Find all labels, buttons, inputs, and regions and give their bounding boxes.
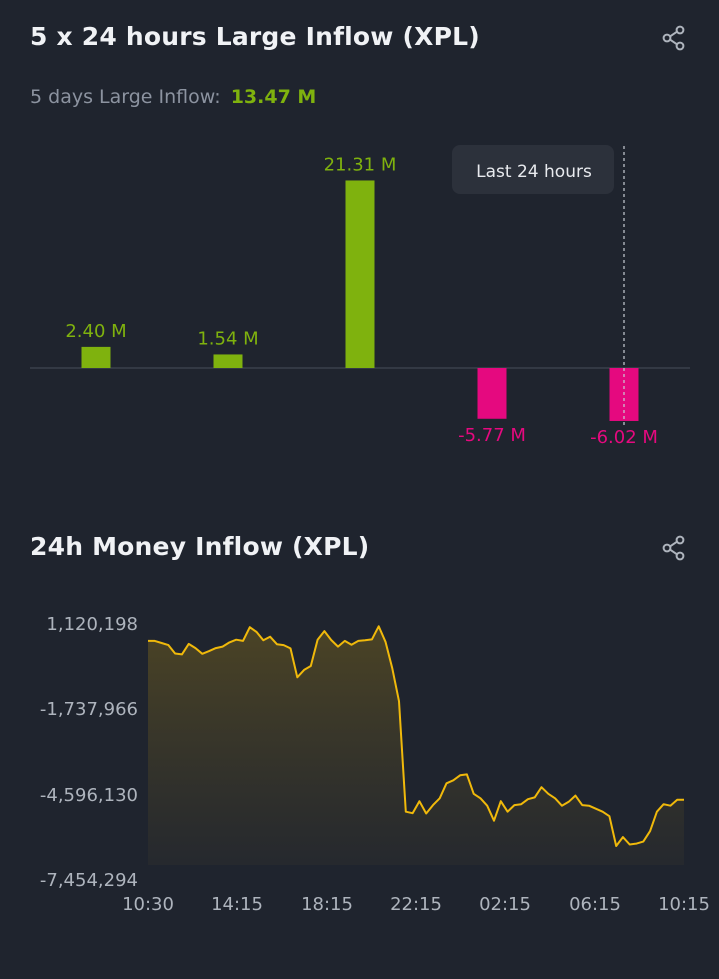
five-day-inflow-label: 5 days Large Inflow: [30,86,221,108]
bar-4[interactable] [477,368,507,419]
y-tick-label-4: -7,454,294 [40,870,138,891]
bar-value-label-2: 1.54 M [197,328,258,349]
share-icon [662,25,685,51]
inflow-line [148,625,684,847]
share-button[interactable] [659,23,689,53]
five-day-inflow-summary: 5 days Large Inflow: 13.47 M [30,86,316,108]
last-24h-tooltip: Last 24 hours [452,145,614,194]
x-tick-label-4: 22:15 [390,894,442,915]
bar-2[interactable] [213,354,243,368]
x-tick-label-1: 10:30 [122,894,174,915]
five-day-inflow-value: 13.47 M [230,86,317,108]
bar-3[interactable] [345,180,375,368]
inflow-area-fill [148,626,684,865]
y-tick-label-3: -4,596,130 [40,785,138,806]
bar-value-label-4: -5.77 M [458,425,526,446]
x-tick-label-3: 18:15 [301,894,353,915]
large-inflow-title: 5 x 24 hours Large Inflow (XPL) [30,22,480,51]
large-inflow-bar-chart: 2.40 M 1.54 M 21.31 M -5.77 M -6.02 M Last 24… [30,145,690,448]
x-tick-label-6: 06:15 [569,894,621,915]
x-tick-label-7: 10:15 [658,894,710,915]
bar-value-label-1: 2.40 M [65,321,126,342]
money-inflow-area-chart: 1,120,198 -1,737,966 -4,596,130 -7,454,294 1… [40,614,710,915]
bar-value-label-3: 21.31 M [324,154,397,175]
share-button-2[interactable] [659,533,689,563]
y-tick-label-1: 1,120,198 [46,614,138,635]
y-tick-label-2: -1,737,966 [40,699,138,720]
bar-value-label-5: -6.02 M [590,427,658,448]
x-tick-label-5: 02:15 [479,894,531,915]
money-inflow-title: 24h Money Inflow (XPL) [30,532,370,561]
bar-1[interactable] [81,346,111,368]
x-tick-label-2: 14:15 [211,894,263,915]
share-icon [662,535,685,561]
tooltip-label: Last 24 hours [476,162,592,182]
